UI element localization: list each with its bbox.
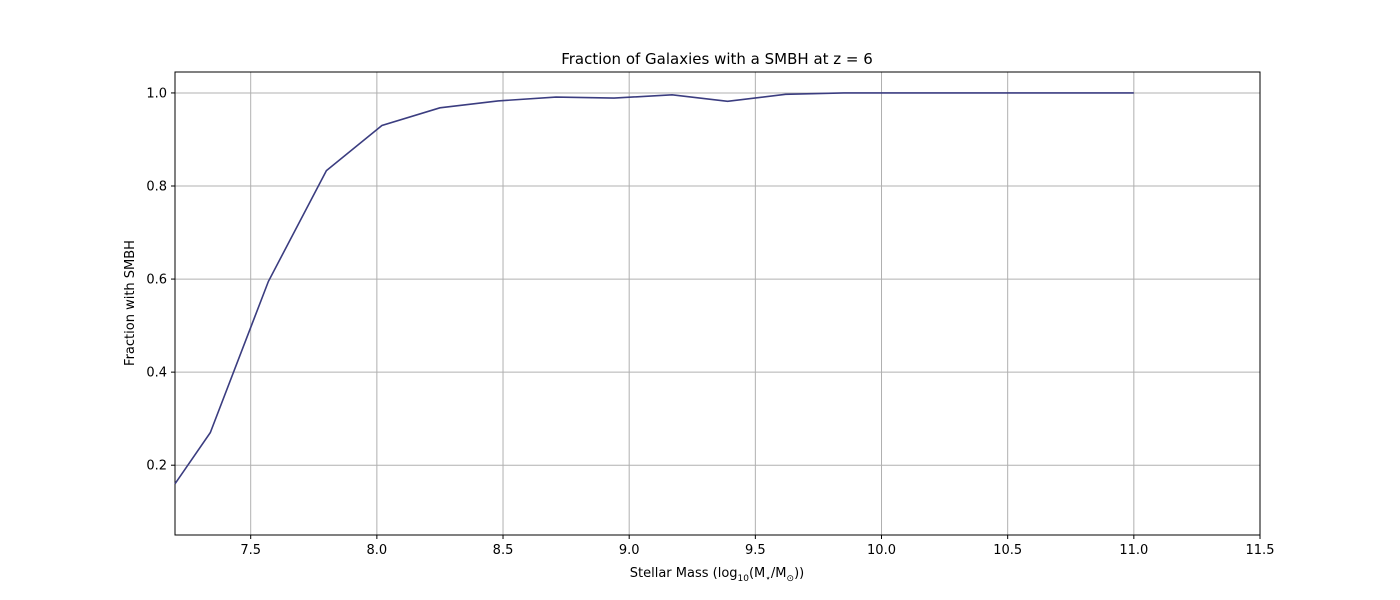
x-axis: 7.5 8.0 8.5 9.0 9.5 10.0 10.5 11.0 11.5 (240, 535, 1274, 558)
y-tick-label: 0.8 (146, 180, 167, 195)
x-tick-label: 9.0 (619, 543, 640, 558)
plot-frame (174, 71, 1261, 536)
chart-title: Fraction of Galaxies with a SMBH at z = … (561, 50, 873, 68)
y-axis: 0.2 0.4 0.6 0.8 1.0 (146, 86, 175, 474)
x-axis-label-middle: (M (749, 566, 765, 581)
x-axis-label-sub2: ⋆ (765, 574, 771, 584)
x-tick-label: 8.5 (493, 543, 514, 558)
series-line (174, 92, 1134, 485)
x-axis-label-base: Stellar Mass (log (630, 566, 738, 581)
x-tick-label: 7.5 (240, 543, 261, 558)
x-tick-label: 9.5 (745, 543, 766, 558)
x-tick-label: 8.0 (367, 543, 388, 558)
y-tick-label: 0.2 (146, 459, 167, 474)
y-tick-label: 0.6 (146, 273, 167, 288)
grid (175, 72, 1261, 535)
x-tick-label: 11.5 (1246, 543, 1275, 558)
y-tick-label: 0.4 (146, 366, 167, 381)
x-tick-label: 10.5 (993, 543, 1022, 558)
x-tick-label: 10.0 (867, 543, 896, 558)
x-axis-label: Stellar Mass (log10(M⋆/M⊙)) (630, 566, 804, 584)
x-axis-label-end: )) (794, 566, 804, 581)
x-tick-label: 11.0 (1119, 543, 1148, 558)
x-axis-label-slash: /M (771, 566, 787, 581)
y-axis-label: Fraction with SMBH (123, 240, 138, 366)
x-axis-label-sub: 10 (738, 574, 750, 584)
y-tick-label: 1.0 (146, 86, 167, 101)
x-axis-label-sub3: ⊙ (787, 574, 795, 584)
